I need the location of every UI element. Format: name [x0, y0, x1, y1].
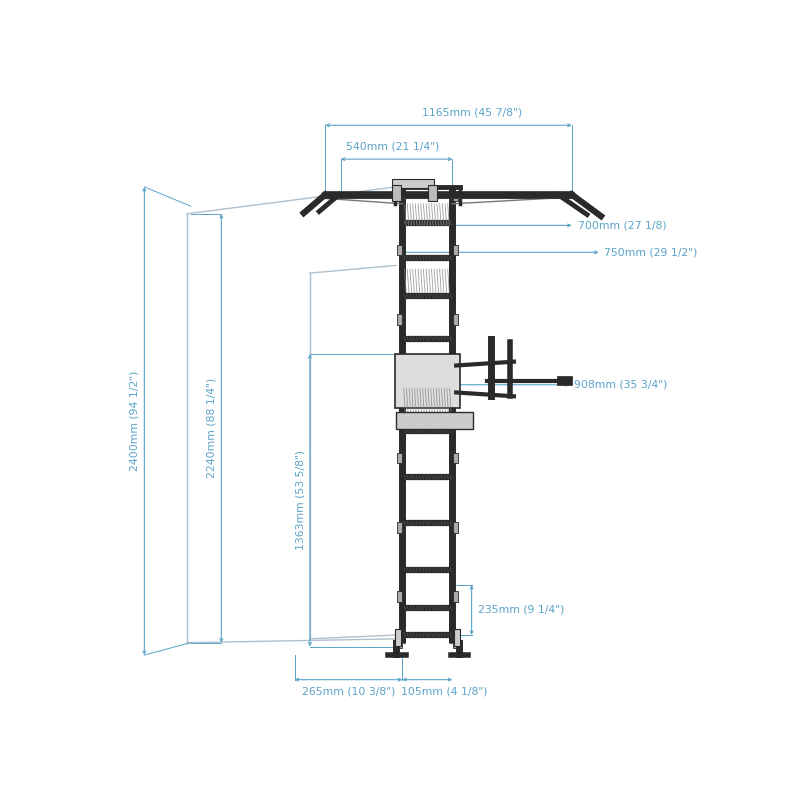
Text: 1165mm (45 7/8"): 1165mm (45 7/8"): [422, 107, 522, 118]
Bar: [391, 186, 401, 201]
Bar: [453, 383, 458, 394]
Bar: [391, 179, 434, 188]
Bar: [453, 522, 458, 533]
Text: 105mm (4 1/8"): 105mm (4 1/8"): [401, 686, 487, 697]
Bar: [453, 245, 458, 255]
Bar: [397, 453, 402, 463]
Bar: [453, 453, 458, 463]
Bar: [397, 638, 402, 648]
Text: 700mm (27 1/8): 700mm (27 1/8): [578, 220, 666, 230]
Bar: [453, 638, 458, 648]
Bar: [397, 383, 402, 394]
Bar: [394, 629, 401, 646]
Text: 750mm (29 1/2"): 750mm (29 1/2"): [604, 247, 698, 258]
Text: 908mm (35 3/4"): 908mm (35 3/4"): [574, 380, 667, 390]
Bar: [397, 591, 402, 602]
Bar: [397, 245, 402, 255]
Text: 2400mm (94 1/2"): 2400mm (94 1/2"): [130, 370, 140, 471]
Text: 1363mm (53 5/8"): 1363mm (53 5/8"): [295, 450, 306, 550]
Bar: [397, 190, 402, 202]
Bar: [428, 186, 437, 201]
Text: 540mm (21 1/4"): 540mm (21 1/4"): [346, 142, 439, 151]
Bar: [453, 190, 458, 202]
Bar: [396, 412, 473, 429]
Text: 265mm (10 3/8"): 265mm (10 3/8"): [302, 686, 395, 697]
Text: 235mm (9 1/4"): 235mm (9 1/4"): [478, 605, 564, 615]
Bar: [397, 522, 402, 533]
Bar: [397, 314, 402, 325]
Bar: [453, 314, 458, 325]
Text: 2240mm (88 1/4"): 2240mm (88 1/4"): [206, 378, 217, 478]
Bar: [453, 591, 458, 602]
Bar: [454, 629, 460, 646]
Bar: [394, 354, 460, 408]
